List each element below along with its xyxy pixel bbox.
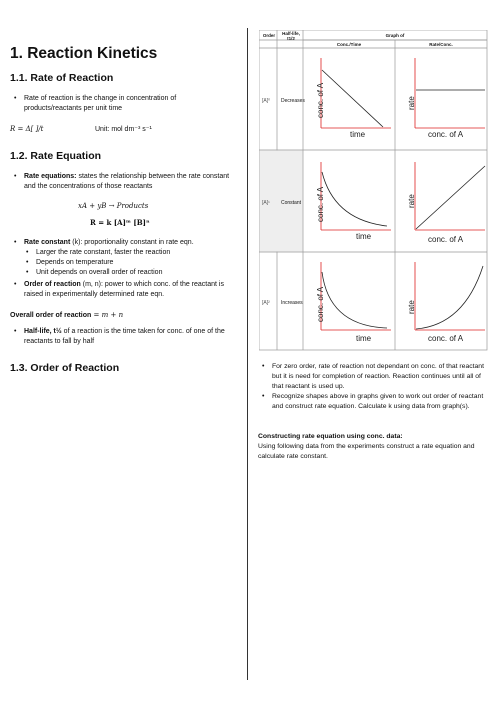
col-header-graph: Graph of — [385, 33, 405, 38]
list-item: Larger the rate constant, faster the rea… — [10, 248, 241, 258]
row-order-1: [A]¹ — [262, 200, 270, 206]
y-label-rate: rate — [407, 96, 416, 110]
col-header-conc-time: Conc./Time — [336, 42, 362, 47]
column-divider — [247, 28, 248, 680]
section-heading-equation: 1.2. Rate Equation — [10, 150, 102, 162]
row-order-0: [A]⁰ — [262, 98, 271, 104]
rate-formula: R = Δ[ ]/t — [10, 125, 44, 133]
y-label-conc: conc. of A — [316, 186, 325, 222]
table-grid — [259, 30, 488, 351]
list-item: Depends on temperature — [10, 258, 241, 268]
subheading-constructing: Constructing rate equation using conc. d… — [258, 433, 403, 440]
reaction-equation: xA + yB → Products — [78, 202, 149, 210]
row-halflife-0: Decreases — [281, 98, 305, 104]
rate-unit: Unit: mol dm⁻³ s⁻¹ — [95, 126, 152, 133]
x-label-conc: conc. of A — [428, 130, 464, 139]
x-label-conc: conc. of A — [428, 334, 464, 343]
row-halflife-1: Constant — [281, 200, 302, 206]
list-item: Order of reaction (m, n): power to which… — [10, 280, 239, 300]
row-halflife-2: Increases — [281, 300, 303, 306]
rate-equation: R = k [A]ᵐ [B]ⁿ — [90, 218, 150, 227]
list-item: Rate of reaction is the change in concen… — [10, 94, 234, 114]
col-header-rate-conc: Rate/Conc. — [429, 42, 453, 47]
first-order-conc-curve — [321, 171, 388, 227]
list-item: For zero order, rate of reaction not dep… — [258, 362, 492, 391]
list-item: Unit depends on overall order of reactio… — [10, 268, 241, 278]
col-header-order: Order — [262, 33, 276, 38]
y-label-conc: conc. of A — [316, 286, 325, 322]
section-heading-order: 1.3. Order of Reaction — [10, 362, 120, 374]
y-label-rate: rate — [407, 300, 416, 314]
x-label-time: time — [356, 334, 372, 343]
list-item: Recognize shapes above in graphs given t… — [258, 392, 492, 412]
first-order-rate-line — [415, 165, 486, 230]
zero-order-conc-line — [321, 69, 384, 128]
second-order-conc-curve — [321, 271, 388, 329]
page-title: 1. Reaction Kinetics — [10, 45, 158, 62]
x-label-time: time — [350, 130, 366, 139]
paragraph-instructions: Using following data from the experiment… — [258, 443, 475, 460]
list-item: Rate equations: states the relationship … — [10, 172, 239, 192]
row-order-2: [A]² — [262, 300, 270, 306]
second-order-rate-curve — [415, 265, 484, 330]
order-graphs — [320, 58, 486, 331]
y-label-rate: rate — [407, 194, 416, 208]
overall-order: Overall order of reaction = m + n — [10, 311, 124, 319]
col-header-halflife: Half-life, t1/2 — [282, 31, 300, 41]
section-heading-rate: 1.1. Rate of Reaction — [10, 72, 114, 84]
x-label-time: time — [356, 232, 372, 241]
list-item: Half-life, t½ of a reaction is the time … — [10, 327, 239, 347]
x-label-conc: conc. of A — [428, 235, 464, 244]
list-item: Rate constant (k): proportionality const… — [10, 238, 239, 248]
y-label-conc: conc. of A — [316, 82, 325, 118]
